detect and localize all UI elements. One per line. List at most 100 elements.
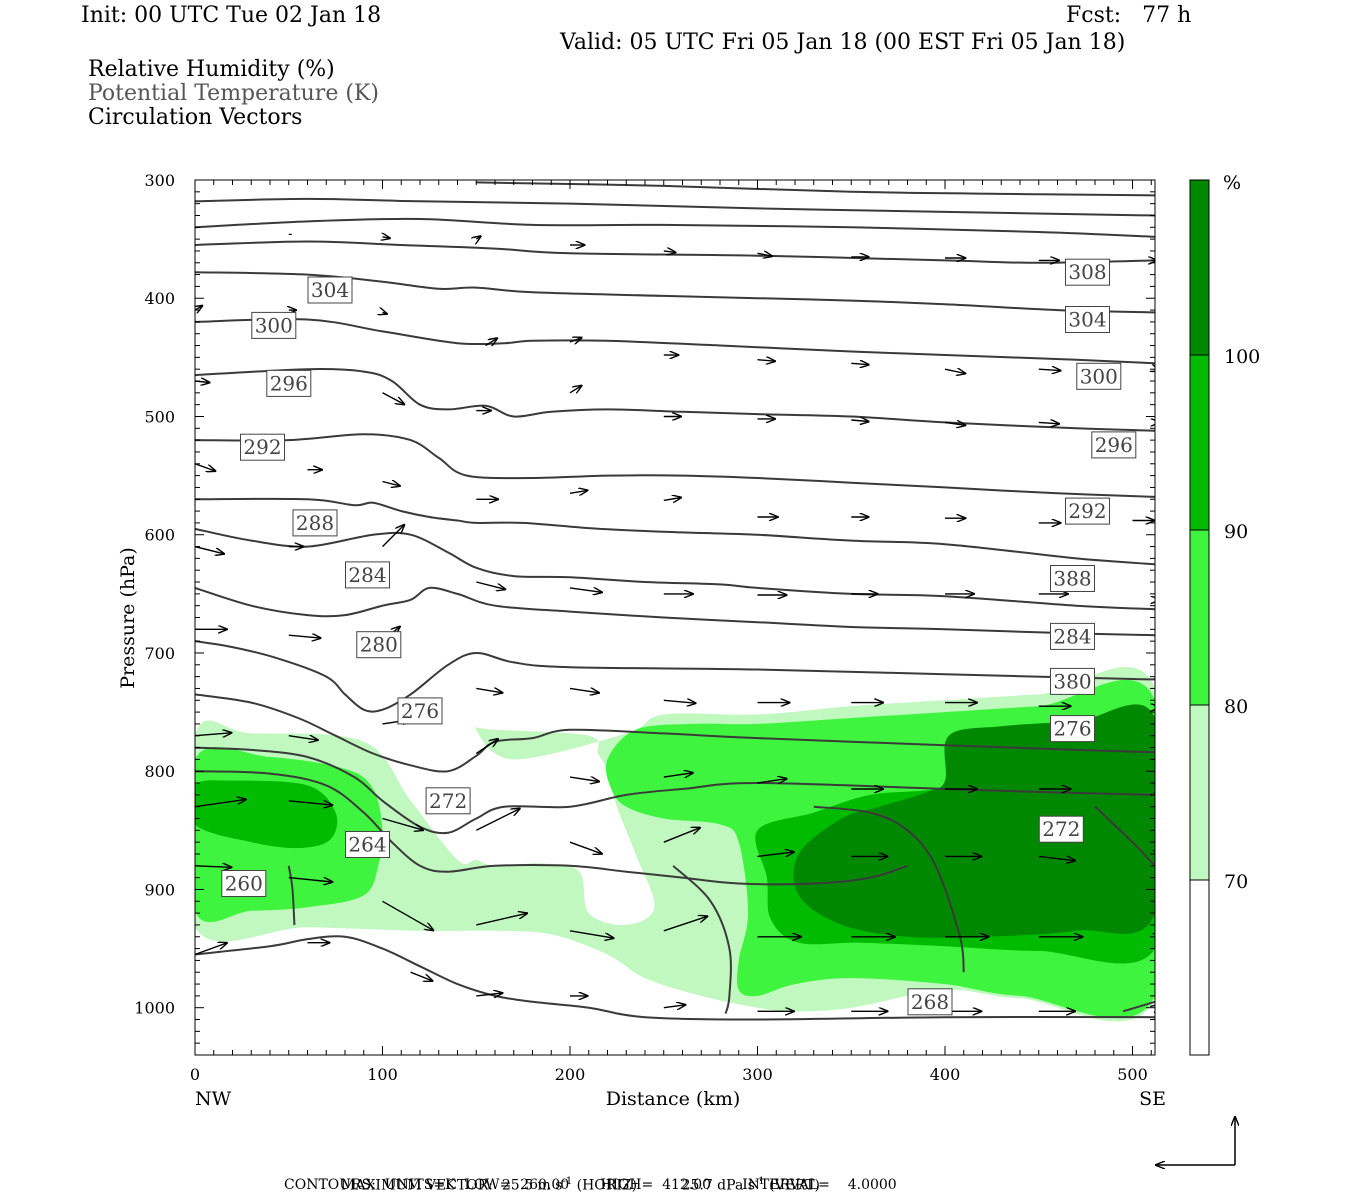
contour-label: 268 [911,990,949,1014]
max-vector-label: MAXIMUM VECTOR: [341,1177,493,1194]
circulation-vector [1038,422,1059,423]
circulation-vector [195,866,231,868]
theta-contour [813,805,965,973]
x-axis-title: Distance (km) [606,1088,741,1110]
x-tick-label: 100 [367,1065,398,1084]
contour-label-box [1065,306,1110,333]
circulation-vector [476,993,502,996]
rh-fill-layer [195,667,1155,1022]
circulation-vector [757,779,787,783]
circulation-vector [382,525,405,548]
contour-label: 280 [360,633,398,657]
circulation-vector [195,545,224,554]
theta-contour [195,240,1155,264]
x-tick-label: 200 [555,1065,586,1084]
legend-rh: Relative Humidity (%) [88,57,335,82]
rh-region-100 [793,704,1155,938]
max-horiz-exp: -1 [562,1176,573,1187]
circulation-vector [569,338,582,342]
contour-label: 296 [270,371,308,395]
contour-label-box [345,831,390,858]
contour-label-box [1050,622,1095,650]
contour-label: 380 [1053,669,1091,693]
circulation-vector [1155,369,1159,370]
circulation-vector [382,900,434,930]
circulation-vector [195,306,202,310]
contour-label-box [240,433,285,461]
theta-contour [195,586,1155,637]
contour-label-box [292,509,338,537]
circulation-vector [485,338,498,345]
x-right-end-label: SE [1139,1088,1166,1110]
theta-contour [195,433,1155,498]
x-left-end-label: NW [195,1088,232,1110]
colorbar: 100 90 80 70 [1189,179,1260,1056]
max-vert-value: 25.7 dPa s [681,1177,755,1194]
circulation-vector [569,930,614,938]
y-axis-title: Pressure (hPa) [117,547,139,689]
rh-region-90 [195,780,338,849]
circulation-vector [663,700,696,703]
max-vector-line: MAXIMUM VECTOR: 25.5 m s-1 (HORIZ) 25.7 … [341,1158,820,1194]
contour-label-box [307,276,353,304]
contour-label-layer: 304 300 296 292 288 284 280 276 272 264 260 308 304 3… [221,258,1137,1016]
theta-contour [195,217,1155,238]
circulation-vector [476,913,527,926]
contour-label-box [1050,565,1095,592]
axes-layer: 300 400 500 600 700 800 900 1000 0 100 200 300 400 50… [134,171,1155,1084]
legend-theta: Potential Temperature (K) [88,81,379,106]
contour-label-box [221,870,267,897]
circulation-vector [663,498,681,501]
colorbar-swatch [1190,705,1209,880]
theta-contour [195,271,1155,314]
contour-label: 300 [1080,364,1118,388]
circulation-vector [569,841,602,854]
theta-contour [195,497,1155,566]
circulation-vector [1038,369,1061,370]
circulation-vector [476,581,505,589]
theta-contour [195,770,908,886]
circulation-vector [663,251,676,253]
contour-label-box [345,561,390,589]
contour-label-box [251,311,297,339]
theta-contour [195,640,1155,713]
y-tick-label: 900 [144,880,175,899]
circulation-vector [663,1005,686,1008]
circulation-vector [288,635,321,638]
max-horiz-value: 25.5 m s [501,1177,563,1194]
contour-label-box [1050,667,1095,695]
theta-contour [195,746,1155,835]
y-tick-label: 1000 [134,999,175,1018]
max-vert-tail: (VERT) [764,1177,821,1194]
circulation-vector [757,253,773,256]
contour-label: 272 [1042,817,1080,841]
circulation-vector [569,688,599,692]
circulation-vector [851,420,868,422]
circulation-vector [569,588,602,592]
circulation-vector [383,312,387,314]
circulation-vector [382,482,400,486]
circulation-vector [944,422,965,425]
theta-contour [195,527,1155,611]
colorbar-level-label: 70 [1224,871,1248,893]
circulation-vector [410,971,433,981]
valid-time: Valid: 05 UTC Fri 05 Jan 18 (00 EST Fri … [560,30,1126,55]
contour-label-box [1065,497,1110,525]
colorbar-level-label: 100 [1224,346,1260,368]
contour-info: CONTOURS: UNITS=K LOW= 260.00 HIGH= 412.… [284,1177,897,1193]
circulation-vector [475,739,498,755]
theta-contour [287,865,296,925]
contour-label-box [266,369,312,397]
circulation-vector [383,237,390,238]
contour-label: 296 [1095,433,1133,457]
circulation-vector [1155,850,1162,854]
circulation-vector [1038,856,1075,860]
theta-contour [195,318,1155,365]
theta-contour [1094,805,1155,867]
circulation-vector [1155,1005,1159,1008]
circulation-vector [663,828,700,843]
reference-vector-icon [1156,1117,1235,1165]
x-tick-label: 0 [190,1065,200,1084]
init-time: Init: 00 UTC Tue 02 Jan 18 [81,3,382,28]
